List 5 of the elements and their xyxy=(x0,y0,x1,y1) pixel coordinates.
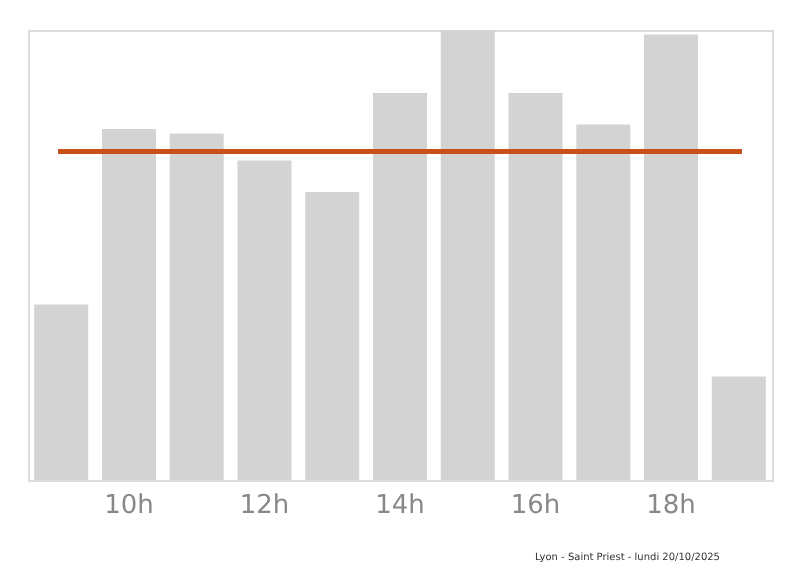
x-tick-label: 14h xyxy=(375,491,425,521)
x-tick-label: 10h xyxy=(104,491,154,521)
x-tick-label: 16h xyxy=(510,491,561,521)
x-tick-label: 18h xyxy=(646,491,696,521)
x-tick-label: 12h xyxy=(239,491,290,521)
